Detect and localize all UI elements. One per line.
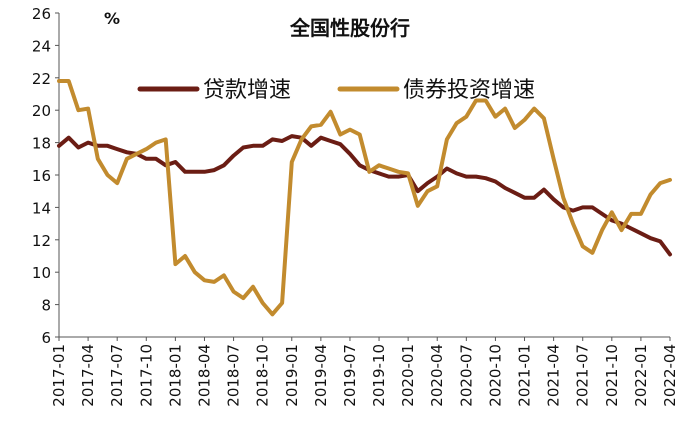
x-tick-label: 2017-01 [50,344,68,407]
x-tick-label: 2019-07 [341,344,359,407]
legend-label-loan: 贷款增速 [203,78,291,103]
y-tick-label: 6 [41,329,51,347]
y-tick-label: 24 [32,37,51,55]
y-tick-label: 10 [32,264,51,282]
y-tick-label: 26 [32,5,51,23]
y-unit-label: % [104,9,120,28]
y-tick-label: 8 [41,297,51,315]
legend-label-bond: 债券投资增速 [403,78,535,103]
axes [58,13,670,338]
x-tick-label: 2018-10 [254,344,272,407]
series-lines [57,79,672,317]
x-tick-label: 2017-04 [79,344,97,407]
x-tick-label: 2021-07 [574,344,592,407]
series-line-bond-investment-growth [57,79,672,317]
x-tick-label: 2017-07 [108,344,126,407]
x-tick-label: 2018-01 [166,344,184,407]
x-tick-label: 2022-01 [632,344,650,407]
y-tick-label: 16 [32,167,51,185]
x-tick-label: 2018-04 [195,344,213,407]
x-tick-label: 2020-01 [399,344,417,407]
x-axis-ticks: 2017-01 2017-04 2017-07 2017-10 2018-01 2018-… [50,337,679,407]
y-tick-label: 18 [32,135,51,153]
y-tick-label: 22 [32,70,51,88]
x-tick-label: 2021-04 [545,344,563,407]
x-tick-label: 2020-10 [486,344,504,407]
x-tick-label: 2018-07 [225,344,243,407]
x-tick-label: 2022-04 [661,344,679,407]
x-tick-label: 2019-04 [312,344,330,407]
x-tick-label: 2020-07 [457,344,475,407]
x-tick-label: 2019-10 [370,344,388,407]
y-tick-label: 12 [32,232,51,250]
x-tick-label: 2017-10 [137,344,155,407]
y-axis-ticks: 6 8 10 12 14 16 18 20 22 24 26 [32,5,59,347]
x-tick-label: 2019-01 [283,344,301,407]
chart-title: 全国性股份行 [289,16,410,40]
legend: 贷款增速 债券投资增速 [137,78,535,103]
x-tick-label: 2021-01 [516,344,534,407]
x-tick-label: 2021-10 [603,344,621,407]
y-tick-label: 14 [32,199,51,217]
y-tick-label: 20 [32,102,51,120]
x-tick-label: 2020-04 [428,344,446,407]
